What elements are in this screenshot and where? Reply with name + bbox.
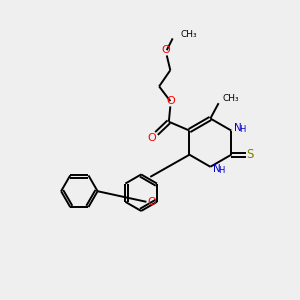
Text: CH₃: CH₃ [180,30,197,39]
Text: O: O [147,197,156,207]
Text: N: N [213,164,221,174]
Text: O: O [147,133,156,143]
Text: CH₃: CH₃ [222,94,239,103]
Text: S: S [247,148,254,161]
Text: N: N [234,123,242,133]
Text: H: H [218,167,225,176]
Text: O: O [166,96,175,106]
Text: O: O [162,45,171,55]
Text: H: H [239,125,246,134]
